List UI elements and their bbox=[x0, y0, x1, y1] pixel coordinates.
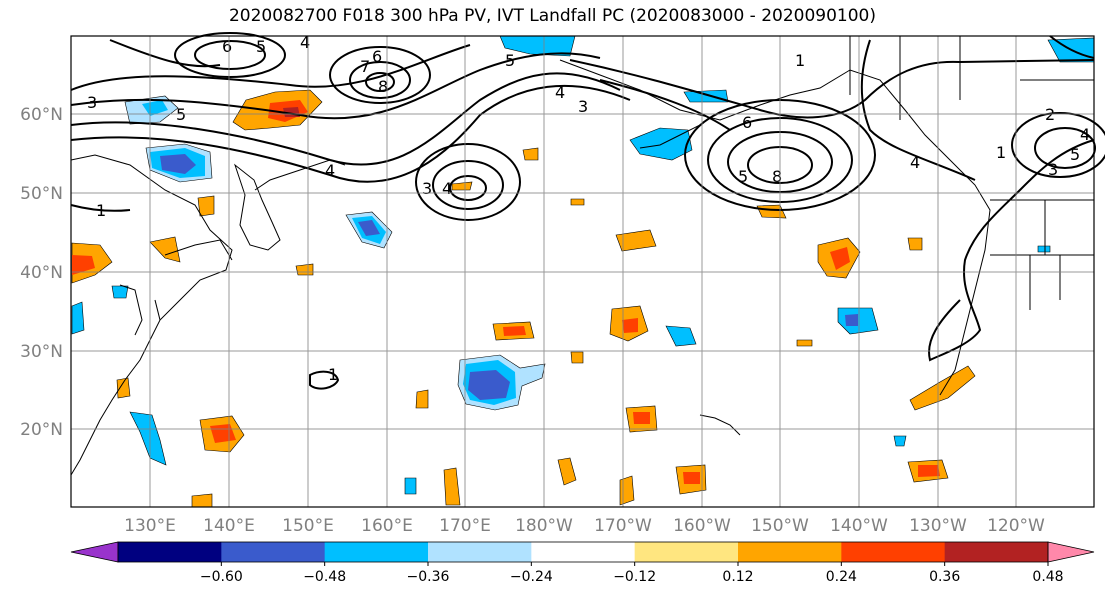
colorbar-tick-label: −0.48 bbox=[303, 569, 346, 585]
lon-label: 120°W bbox=[987, 516, 1045, 536]
contour-label: 8 bbox=[378, 77, 388, 96]
contour-label: 6 bbox=[372, 47, 382, 66]
contour-label: 4 bbox=[555, 83, 565, 102]
contour-label: 4 bbox=[442, 179, 452, 198]
contour-label: 5 bbox=[738, 167, 748, 186]
graticule bbox=[71, 36, 1094, 507]
colorbar-swatch bbox=[944, 542, 1049, 562]
contour-label: 1 bbox=[328, 365, 338, 384]
contour-label: 8 bbox=[772, 167, 782, 186]
contour-label: 1 bbox=[96, 201, 106, 220]
lon-label: 140°W bbox=[830, 516, 888, 536]
colorbar-extend-high bbox=[1047, 541, 1095, 563]
colorbar-swatch bbox=[324, 542, 429, 562]
colorbar-swatch bbox=[531, 542, 636, 562]
lat-label: 20°N bbox=[20, 420, 63, 440]
colorbar-swatch bbox=[221, 542, 326, 562]
colorbar-swatch bbox=[738, 542, 842, 562]
contour-label: 1 bbox=[996, 143, 1006, 162]
contour-label: 5 bbox=[256, 37, 266, 56]
colorbar-swatch bbox=[841, 542, 946, 562]
colorbar-swatch bbox=[118, 542, 222, 562]
lon-label: 180°W bbox=[515, 516, 573, 536]
contour-label: 4 bbox=[1080, 125, 1090, 144]
contour-label: 1 bbox=[795, 51, 805, 70]
contour-label: 4 bbox=[910, 153, 920, 172]
map-frame bbox=[70, 35, 1095, 508]
contour-label: 5 bbox=[505, 51, 515, 70]
lon-label: 130°E bbox=[124, 516, 176, 536]
contour-labels: 6 5 4 3 5 6 7 8 5 4 3 1 4 3 4 1 6 5 8 4 … bbox=[87, 33, 1090, 384]
latitude-labels: 60°N 50°N 40°N 30°N 20°N bbox=[20, 105, 63, 440]
colorbar: −0.60 −0.48 −0.36 −0.24 −0.12 0.12 0.24 0.36 0.4… bbox=[70, 541, 1095, 585]
contour-label: 3 bbox=[578, 97, 588, 116]
lon-label: 150°E bbox=[282, 516, 334, 536]
contour-label: 3 bbox=[422, 179, 432, 198]
map-title: 2020082700 F018 300 hPa PV, IVT Landfall… bbox=[228, 6, 876, 26]
colorbar-swatch bbox=[634, 542, 739, 562]
longitude-labels: 130°E 140°E 150°E 160°E 170°E 180°W 170°… bbox=[124, 516, 1045, 536]
contour-label: 6 bbox=[222, 37, 232, 56]
contour-label: 3 bbox=[87, 93, 97, 112]
lon-label: 150°W bbox=[751, 516, 809, 536]
lon-label: 160°E bbox=[361, 516, 413, 536]
lat-label: 40°N bbox=[20, 263, 63, 283]
colorbar-tick-label: −0.36 bbox=[407, 569, 450, 585]
lon-label: 170°W bbox=[594, 516, 652, 536]
lon-label: 140°E bbox=[203, 516, 255, 536]
lon-label: 130°W bbox=[909, 516, 967, 536]
colorbar-tick-label: 0.36 bbox=[929, 569, 960, 585]
contour-label: 7 bbox=[360, 57, 370, 76]
colorbar-extend-low bbox=[70, 541, 119, 563]
colorbar-tick-label: 0.12 bbox=[722, 569, 753, 585]
contour-label: 4 bbox=[325, 161, 335, 180]
colorbar-tick-label: 0.24 bbox=[826, 569, 857, 585]
coastlines bbox=[70, 36, 1094, 476]
colorbar-tick-label: −0.24 bbox=[510, 569, 553, 585]
contour-label: 3 bbox=[1048, 160, 1058, 179]
contour-label: 6 bbox=[742, 113, 752, 132]
colorbar-tick-label: −0.60 bbox=[200, 569, 243, 585]
colorbar-border bbox=[117, 541, 1049, 563]
lon-label: 160°W bbox=[673, 516, 731, 536]
colorbar-swatch bbox=[428, 542, 532, 562]
contour-label: 4 bbox=[300, 33, 310, 52]
pc-anomaly-shading bbox=[71, 35, 1095, 508]
lat-label: 50°N bbox=[20, 184, 63, 204]
lat-label: 60°N bbox=[20, 105, 63, 125]
contour-label: 5 bbox=[1070, 145, 1080, 164]
lat-label: 30°N bbox=[20, 342, 63, 362]
lon-label: 170°E bbox=[439, 516, 491, 536]
colorbar-tick-label: 0.48 bbox=[1032, 569, 1063, 585]
colorbar-tick-label: −0.12 bbox=[613, 569, 656, 585]
